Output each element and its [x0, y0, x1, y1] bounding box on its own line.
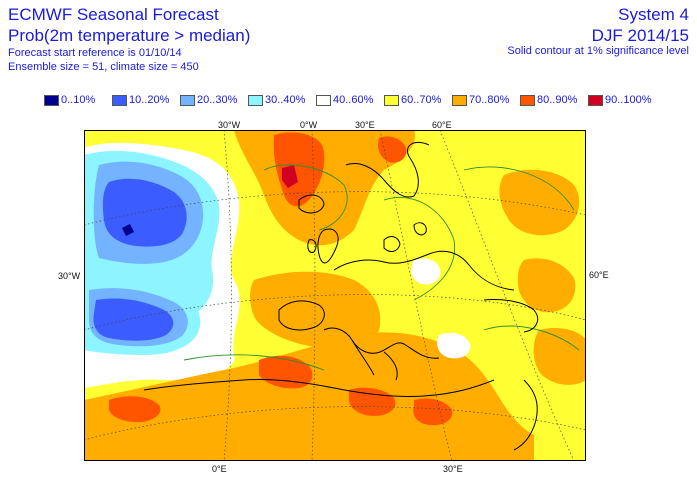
system-label: System 4	[618, 5, 689, 24]
legend-swatch	[384, 94, 399, 106]
map-frame	[84, 130, 586, 461]
top-axis-label: 30°W	[218, 120, 241, 130]
orange-region-east	[533, 328, 586, 385]
title-block: ECMWF Seasonal Forecast Prob(2m temperat…	[8, 6, 250, 76]
red-region-egypt	[413, 398, 453, 426]
legend-item: 60..70%	[384, 94, 452, 106]
system-block: System 4 DJF 2014/15 Solid contour at 1%…	[507, 6, 689, 57]
legend-item: 80..90%	[520, 94, 588, 106]
legend-label: 90..100%	[605, 94, 652, 106]
red-region-scandinavia	[378, 136, 407, 163]
red-region-libya	[349, 387, 396, 416]
legend-swatch	[44, 94, 59, 106]
map-svg	[84, 130, 586, 461]
legend-item: 20..30%	[180, 94, 248, 106]
red-region-north-africa	[109, 396, 161, 423]
contour-note: Solid contour at 1% significance level	[507, 45, 689, 57]
top-axis-label: 30°E	[355, 120, 375, 130]
top-axis-label: 0°W	[300, 120, 318, 130]
legend-label: 30..40%	[265, 94, 306, 106]
orange-region-caspian	[517, 258, 576, 313]
legend-item: 0..10%	[44, 94, 112, 106]
orange-band-south	[84, 332, 534, 461]
legend-swatch	[588, 94, 603, 106]
legend-label: 0..10%	[61, 94, 96, 106]
legend-swatch	[112, 94, 127, 106]
legend-swatch	[452, 94, 467, 106]
ensemble-size: Ensemble size = 51, climate size = 450	[8, 61, 199, 73]
legend-item: 90..100%	[588, 94, 656, 106]
legend-item: 30..40%	[248, 94, 316, 106]
legend-label: 60..70%	[401, 94, 442, 106]
left-axis-label: 30°W	[58, 271, 81, 281]
legend-label: 80..90%	[537, 94, 578, 106]
white-region-turkey	[437, 332, 471, 359]
orange-region-russia	[499, 169, 580, 236]
graticule	[84, 130, 586, 461]
legend-item: 40..60%	[316, 94, 384, 106]
probability-map	[84, 130, 586, 461]
coastlines	[143, 141, 539, 451]
bottom-axis-label: 0°E	[212, 464, 227, 474]
forecast-title: ECMWF Seasonal Forecast	[8, 5, 219, 24]
legend-swatch	[520, 94, 535, 106]
legend-swatch	[180, 94, 195, 106]
legend-item: 70..80%	[452, 94, 520, 106]
legend-item: 10..20%	[112, 94, 180, 106]
right-axis-label: 60°E	[589, 270, 609, 280]
legend-swatch	[316, 94, 331, 106]
probability-legend: 0..10% 10..20% 20..30% 30..40% 40..60% 6…	[44, 94, 656, 106]
red-region-north-atlantic	[273, 132, 325, 207]
bottom-axis-label: 30°E	[443, 464, 463, 474]
top-axis-label: 60°E	[432, 120, 452, 130]
legend-swatch	[248, 94, 263, 106]
legend-label: 20..30%	[197, 94, 238, 106]
season-label: DJF 2014/15	[591, 26, 689, 45]
significance-contours	[183, 164, 580, 371]
legend-label: 70..80%	[469, 94, 510, 106]
legend-label: 10..20%	[129, 94, 170, 106]
blue-region-south	[93, 298, 174, 341]
darkblue-spot	[122, 224, 134, 236]
start-reference: Forecast start reference is 01/10/14	[8, 47, 182, 59]
legend-label: 40..60%	[333, 94, 374, 106]
darkred-spot-iceland	[282, 165, 298, 188]
variable-title: Prob(2m temperature > median)	[8, 26, 251, 45]
white-region-east	[411, 258, 441, 285]
